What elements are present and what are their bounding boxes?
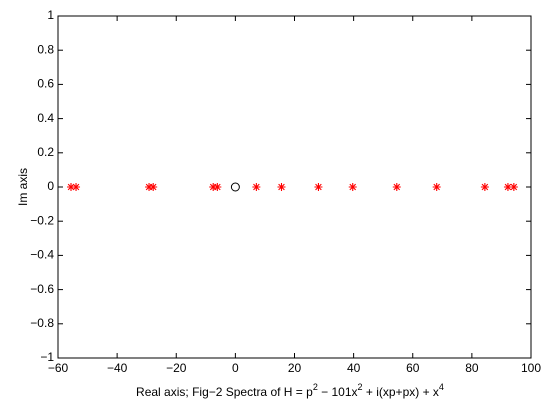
x-tick-label: 100	[521, 361, 541, 375]
y-tick-label: 1	[47, 8, 54, 22]
x-label-part: Real axis; Fig−2 Spectra of H = p	[136, 385, 313, 399]
y-tick-label: 0.8	[37, 42, 54, 56]
point	[509, 183, 518, 191]
x-tick-label: 80	[465, 361, 479, 375]
x-tick-label: 40	[347, 361, 361, 375]
x-label-superscript: 2	[313, 382, 318, 392]
x-label-superscript: 4	[439, 382, 444, 392]
y-tick-label: −0.8	[30, 316, 54, 330]
point	[209, 183, 218, 191]
x-label-superscript: 2	[358, 382, 363, 392]
point	[480, 183, 489, 191]
x-tick-label: 60	[406, 361, 420, 375]
x-tick-label: −60	[48, 361, 69, 375]
point	[72, 183, 81, 191]
x-label-part: + i(xp+px) + x	[363, 385, 439, 399]
y-tick-label: −1	[40, 350, 54, 364]
x-tick-label: 20	[288, 361, 302, 375]
point	[348, 183, 357, 191]
point	[392, 183, 401, 191]
point	[149, 183, 158, 191]
point	[277, 183, 286, 191]
point	[213, 183, 222, 191]
x-tick-label: −40	[107, 361, 128, 375]
point	[230, 182, 240, 192]
point	[503, 183, 512, 191]
x-axis-label: Real axis; Fig−2 Spectra of H = p2 − 101…	[136, 382, 444, 399]
x-tick-label: 0	[232, 361, 239, 375]
point	[252, 183, 261, 191]
x-tick-label: −20	[166, 361, 187, 375]
y-tick-label: −0.2	[30, 213, 54, 227]
y-tick-label: 0.6	[37, 77, 54, 91]
y-tick-label: 0.2	[37, 145, 54, 159]
point	[67, 183, 76, 191]
point	[145, 183, 154, 191]
y-axis-label: Im axis	[16, 168, 30, 206]
y-tick-label: 0.4	[37, 111, 54, 125]
x-label-part: − 101x	[318, 385, 358, 399]
point	[314, 183, 323, 191]
y-tick-label: 0	[47, 179, 54, 193]
y-tick-label: −0.6	[30, 282, 54, 296]
y-tick-label: −0.4	[30, 248, 54, 262]
point	[432, 183, 441, 191]
